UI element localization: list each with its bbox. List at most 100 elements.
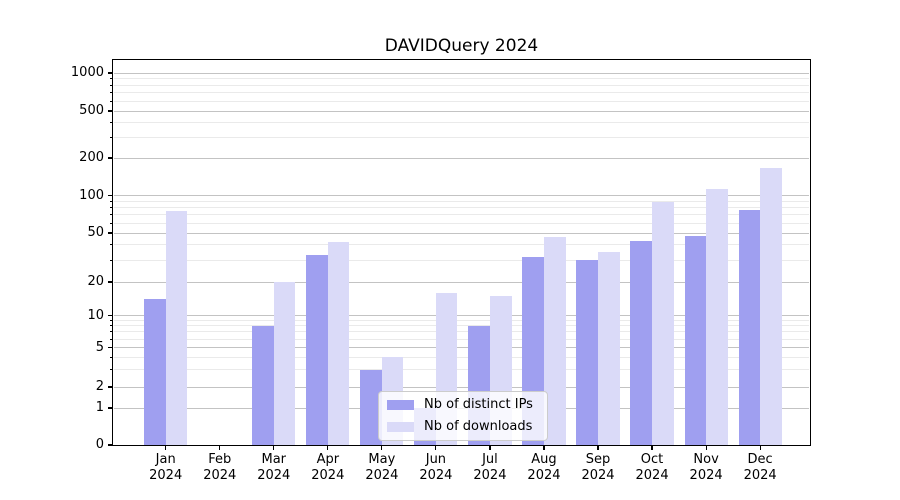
bar-downloads — [760, 168, 782, 445]
y-axis-tick — [107, 194, 112, 197]
x-tick-month: Nov — [693, 452, 719, 467]
x-axis-tick — [489, 446, 491, 451]
x-tick-year: 2024 — [473, 468, 507, 483]
y-axis-tick-label: 20 — [87, 274, 104, 289]
y-axis-minor-tick — [109, 214, 112, 216]
y-axis-minor-tick — [109, 356, 112, 358]
bar-distinct-ips — [684, 236, 707, 445]
legend-label-distinct-ips: Nb of distinct IPs — [424, 397, 533, 412]
x-tick-year: 2024 — [365, 468, 399, 483]
bar-distinct-ips — [360, 369, 382, 445]
bar-downloads — [327, 242, 350, 445]
bar-distinct-ips — [738, 210, 761, 445]
y-axis-tick — [107, 346, 112, 349]
bar-distinct-ips — [306, 255, 328, 445]
bar-distinct-ips — [630, 241, 653, 445]
x-tick-year: 2024 — [203, 468, 237, 483]
bar-distinct-ips — [252, 325, 274, 445]
y-axis-tick-label: 50 — [87, 225, 104, 240]
y-axis-minor-tick — [109, 207, 112, 209]
x-axis-tick-label: Oct 2024 — [625, 452, 679, 484]
gridline-minor — [113, 100, 810, 102]
chart-title: DAVIDQuery 2024 — [384, 36, 539, 56]
y-axis-tick — [107, 232, 112, 234]
gridline-minor — [113, 78, 810, 80]
x-tick-year: 2024 — [257, 468, 291, 483]
x-axis-tick-label: Dec 2024 — [733, 452, 787, 484]
y-axis-tick — [107, 157, 112, 159]
x-axis-tick-label: Sep 2024 — [571, 452, 625, 484]
y-axis-tick-label: 200 — [79, 150, 104, 165]
x-tick-month: Jan — [155, 452, 176, 467]
bar-downloads — [652, 202, 674, 445]
gridline-minor — [113, 319, 810, 321]
y-axis-minor-tick — [109, 369, 112, 371]
axis-spine-top — [111, 58, 812, 60]
legend-entry-distinct-ips: Nb of distinct IPs — [387, 398, 533, 412]
y-axis-minor-tick — [109, 325, 112, 327]
y-axis-tick-label: 5 — [95, 339, 104, 355]
x-tick-month: Mar — [261, 452, 287, 467]
y-axis-tick-label: 100 — [79, 187, 104, 203]
bar-distinct-ips — [144, 299, 166, 445]
x-axis-tick — [435, 446, 437, 451]
y-axis-tick-label: 0 — [95, 437, 104, 452]
x-axis-tick-label: Apr 2024 — [301, 452, 355, 484]
x-tick-month: Jun — [425, 452, 447, 467]
x-axis-tick-label: May 2024 — [355, 452, 409, 484]
bar-distinct-ips — [576, 260, 598, 445]
y-axis-minor-tick — [109, 319, 112, 321]
x-tick-month: Feb — [208, 452, 232, 467]
x-axis-tick-label: Aug 2024 — [517, 452, 571, 484]
x-axis-tick — [705, 446, 707, 451]
x-axis-tick — [165, 446, 167, 451]
y-axis-minor-tick — [109, 78, 112, 80]
gridline-minor — [113, 325, 810, 327]
gridline-major — [113, 195, 810, 196]
axis-spine-left — [111, 58, 113, 447]
y-axis-minor-tick — [109, 100, 112, 102]
gridline-minor — [113, 244, 810, 246]
y-axis-minor-tick — [109, 338, 112, 340]
legend-label-downloads: Nb of downloads — [424, 419, 533, 434]
y-axis-minor-tick — [109, 331, 112, 333]
y-axis-minor-tick — [109, 121, 112, 123]
x-tick-month: Jul — [482, 452, 498, 467]
x-tick-month: Apr — [316, 452, 340, 467]
legend: Nb of distinct IPs Nb of downloads — [378, 391, 548, 441]
y-axis-tick — [107, 407, 112, 409]
x-axis-tick-label: Jan 2024 — [139, 452, 193, 484]
y-axis-tick — [107, 444, 112, 446]
gridline-minor — [113, 84, 810, 86]
x-axis-tick — [381, 446, 383, 451]
gridline-minor — [113, 369, 810, 371]
x-tick-month: Oct — [640, 452, 664, 467]
y-axis-tick-label: 10 — [87, 307, 104, 323]
gridline-major — [113, 157, 810, 159]
y-axis-minor-tick — [109, 84, 112, 86]
y-axis-minor-tick — [109, 92, 112, 94]
bar-downloads — [165, 211, 188, 445]
gridline-minor — [113, 331, 810, 333]
x-tick-year: 2024 — [689, 468, 723, 483]
x-tick-month: May — [368, 452, 396, 467]
gridline-minor — [113, 338, 810, 340]
bar-downloads — [543, 237, 566, 445]
gridline-major — [113, 347, 810, 348]
x-axis-tick-label: Jul 2024 — [463, 452, 517, 484]
x-tick-month: Aug — [531, 452, 557, 467]
gridline-minor — [113, 136, 810, 138]
gridline-minor — [113, 207, 810, 209]
gridline-major — [113, 110, 810, 112]
legend-entry-downloads: Nb of downloads — [387, 420, 532, 434]
x-axis-tick — [273, 446, 275, 451]
y-axis-minor-tick — [109, 244, 112, 246]
axis-spine-right — [810, 58, 812, 447]
legend-swatch-downloads — [387, 422, 414, 432]
x-axis-tick — [219, 446, 221, 451]
bar-downloads — [706, 189, 728, 445]
x-axis-tick — [597, 446, 599, 451]
y-axis-minor-tick — [109, 259, 112, 261]
gridline-minor — [113, 92, 810, 94]
